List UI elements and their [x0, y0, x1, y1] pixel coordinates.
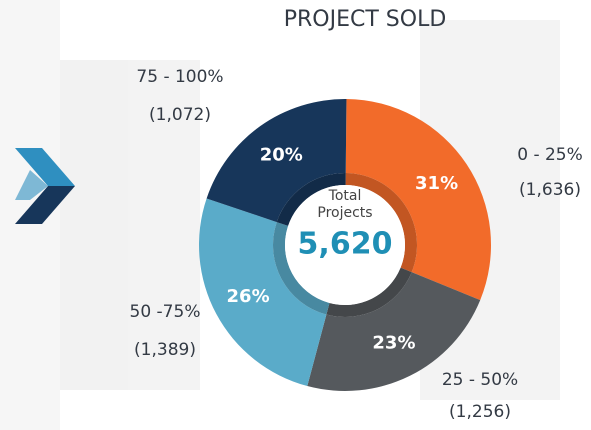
slice-inner-band	[326, 267, 412, 317]
value-label: 23%	[372, 333, 415, 354]
category-label: 50 -75%	[130, 302, 201, 322]
slice-inner-band	[272, 222, 330, 315]
category-label: 75 - 100%	[136, 67, 223, 87]
category-label: 0 - 25%	[517, 145, 583, 165]
slice	[199, 198, 327, 387]
center-label: Total Projects	[317, 188, 372, 221]
value-label: 31%	[415, 173, 458, 194]
chart-title: PROJECT SOLD	[284, 7, 447, 32]
count-label: (1,072)	[149, 105, 211, 125]
logo	[15, 148, 75, 224]
value-label: 26%	[227, 286, 270, 307]
category-label: 25 - 50%	[442, 370, 518, 390]
count-label: (1,256)	[449, 402, 511, 422]
slice-inner-band	[345, 173, 417, 273]
slice-inner-band	[276, 173, 346, 226]
count-label: (1,389)	[134, 340, 196, 360]
background-building	[60, 20, 560, 400]
count-label: (1,636)	[519, 180, 581, 200]
slice	[307, 272, 481, 391]
total: 5,620	[298, 227, 393, 262]
slice	[345, 99, 491, 301]
donut-hole	[285, 185, 405, 305]
slice	[206, 98, 347, 223]
value-label: 20%	[260, 144, 303, 165]
